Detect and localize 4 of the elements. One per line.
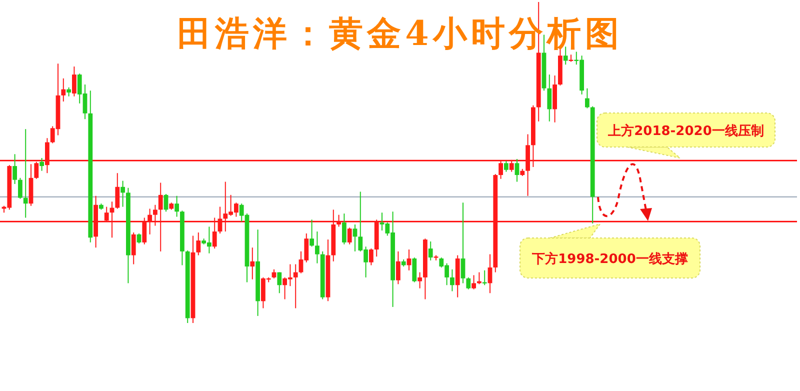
- callout: 上方2018-2020一线压制: [596, 112, 776, 158]
- callout: 下方1998-2000一线支撑: [520, 223, 700, 278]
- ref-line-label: 下方1998-2000一线支撑: [531, 251, 688, 267]
- ref-line-label: 上方2018-2020一线压制: [607, 123, 764, 139]
